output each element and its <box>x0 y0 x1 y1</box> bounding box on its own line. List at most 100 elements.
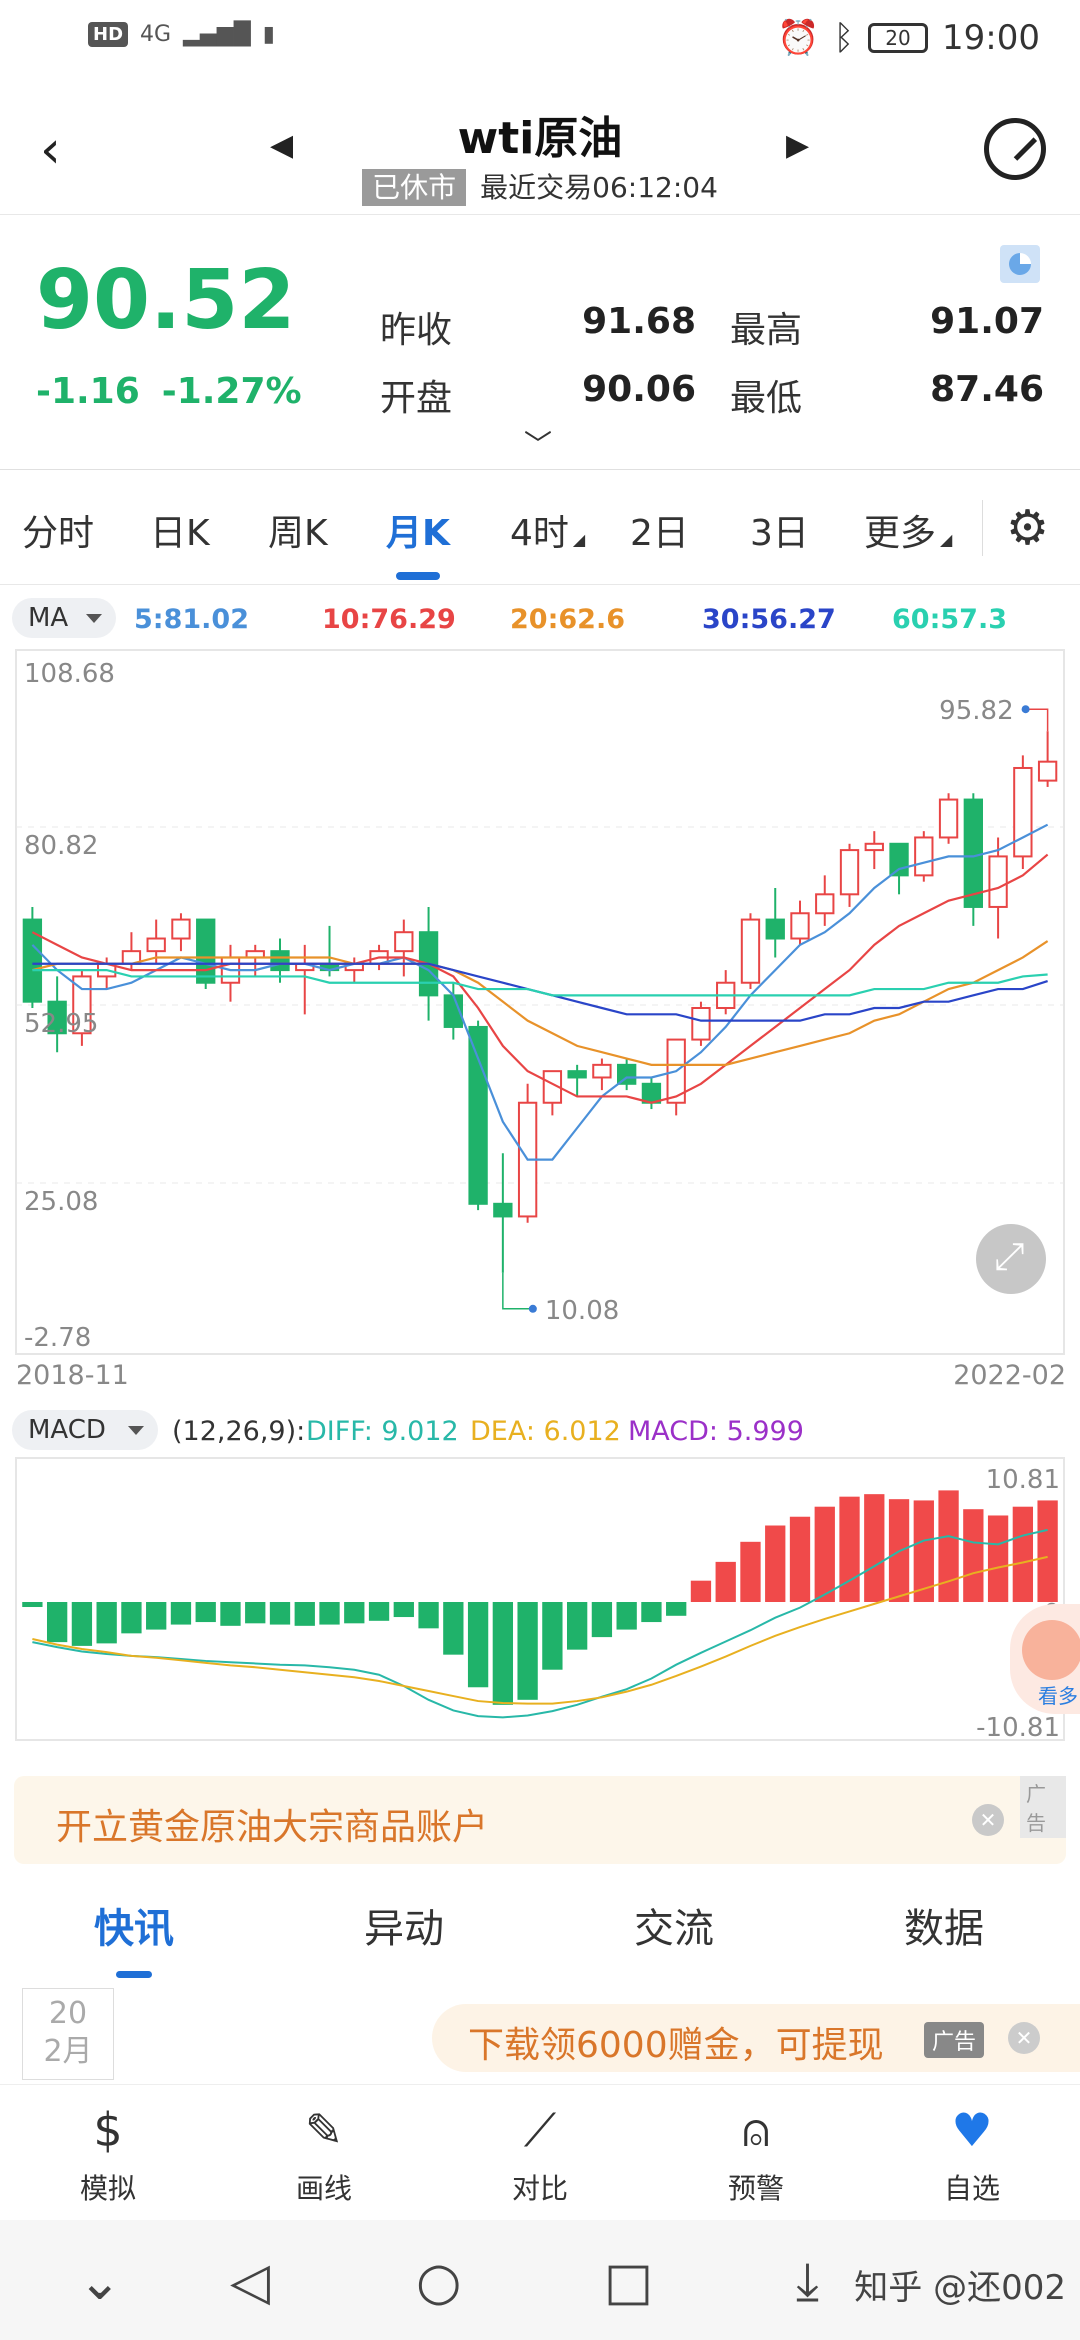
recents-square-icon[interactable]: □ <box>604 2252 654 2312</box>
tab-weekly-k[interactable]: 周K <box>268 513 328 554</box>
macd-legend: MACD (12,26,9): DIFF: 9.012 DEA: 6.012 M… <box>0 1408 1080 1456</box>
float-badge-text: 看多 <box>1038 1684 1078 1708</box>
market-status-badge: 已休市 <box>362 169 467 206</box>
chevron-down-icon[interactable]: ﹀ <box>524 428 553 461</box>
tab-more-label: 更多 <box>864 513 937 554</box>
fullscreen-icon[interactable] <box>976 1224 1046 1294</box>
bullish-float-badge[interactable]: 看多 <box>1010 1604 1080 1714</box>
alert-button[interactable]: ⍝ 预警 <box>686 2103 826 2207</box>
candle-body <box>988 855 1008 908</box>
prev-close-label: 昨收 <box>380 310 453 351</box>
pie-chart-icon[interactable] <box>1000 245 1040 283</box>
tab-4h[interactable]: 4时 ◢ <box>510 504 585 556</box>
diff-value: DIFF: 9.012 <box>306 1416 459 1447</box>
macd-histogram-bar <box>591 1602 613 1638</box>
macd-histogram-bar <box>864 1494 885 1602</box>
macd-histogram-bar <box>368 1602 390 1621</box>
macd-histogram-bar <box>195 1602 216 1623</box>
y-tick-label: -2.78 <box>24 1323 91 1353</box>
compare-button[interactable]: ⟋ 对比 <box>470 2103 610 2207</box>
watchlist-button[interactable]: ♥ 自选 <box>902 2103 1042 2207</box>
min-price-label: 10.08 <box>545 1296 619 1326</box>
promo-banner[interactable]: 下载领6000赠金，可提现 广告 ✕ <box>432 2004 1080 2072</box>
indicator-selector[interactable]: MACD <box>12 1410 158 1450</box>
simulate-button[interactable]: $ 模拟 <box>38 2103 178 2207</box>
prev-close-value: 91.68 <box>582 301 696 342</box>
back-button[interactable]: ‹ <box>40 120 61 180</box>
tab-discussion[interactable]: 交流 <box>634 1906 714 1952</box>
tab-data[interactable]: 数据 <box>904 1906 984 1952</box>
macd-histogram-bar <box>1037 1500 1058 1602</box>
chevron-down-icon[interactable]: ⌄ <box>78 2252 122 2312</box>
macd-histogram-bar <box>22 1602 43 1608</box>
ad-banner[interactable]: 开立黄金原油大宗商品账户 ✕ 广告 <box>14 1776 1066 1864</box>
tab-movement[interactable]: 异动 <box>364 1906 444 1952</box>
network-label: 4G <box>140 22 172 47</box>
candle-body <box>914 836 934 877</box>
next-symbol-icon[interactable]: ▶ <box>786 128 810 163</box>
quote-panel: 90.52 -1.16 -1.27% 昨收 91.68 最高 91.07 开盘 9… <box>0 215 1080 470</box>
tab-more[interactable]: 更多 ◢ <box>864 504 952 556</box>
macd-histogram-bar <box>319 1602 340 1625</box>
candle-body <box>1013 766 1033 858</box>
download-icon[interactable]: ⤓ <box>796 2252 819 2312</box>
ad-text: 开立黄金原油大宗商品账户 <box>56 1807 489 1848</box>
draw-line-button[interactable]: ✎ 画线 <box>254 2103 394 2207</box>
tab-flash-news[interactable]: 快讯 <box>94 1896 174 1978</box>
chart-frame <box>15 649 1065 1355</box>
simulate-icon: $ <box>93 2103 123 2157</box>
low-label: 最低 <box>730 378 803 419</box>
prev-symbol-icon[interactable]: ◀ <box>270 128 294 163</box>
min-marker <box>528 1304 537 1313</box>
macd-histogram-bar <box>146 1602 167 1630</box>
x-start-label: 2018-11 <box>16 1360 129 1391</box>
macd-histogram-bar <box>294 1602 315 1626</box>
page-title: wti原油 <box>457 113 623 164</box>
candle-body <box>493 1202 513 1218</box>
candle-body <box>394 931 414 953</box>
gear-icon[interactable]: ⚙ <box>1006 500 1050 556</box>
candle-body <box>790 912 810 940</box>
macd-histogram-bar <box>616 1602 637 1630</box>
macd-histogram-bar <box>839 1496 860 1602</box>
caret-icon: ◢ <box>940 530 953 549</box>
status-left: HD 4G ▂▄▆█ ▮ <box>88 22 275 47</box>
macd-histogram-bar <box>1012 1506 1034 1602</box>
y-tick-label: 25.08 <box>24 1187 98 1217</box>
ma10-value: 10:76.29 <box>322 604 456 635</box>
caret-icon: ◢ <box>572 530 586 549</box>
candle-body <box>864 842 884 852</box>
refresh-icon[interactable] <box>984 118 1046 180</box>
y-tick-label: 108.68 <box>24 659 115 689</box>
macd-value: MACD: 5.999 <box>628 1416 804 1447</box>
high-value: 91.07 <box>930 301 1044 342</box>
macd-histogram-bar <box>690 1580 712 1602</box>
ma-legend: MA 5:81.02 10:76.29 20:62.6 30:56.27 60:… <box>0 596 1080 644</box>
ad-tag: 广告 <box>1020 1776 1066 1838</box>
tab-intraday[interactable]: 分时 <box>22 513 95 554</box>
macd-histogram-bar <box>715 1561 736 1602</box>
close-icon[interactable]: ✕ <box>972 1804 1004 1836</box>
ma10-line <box>31 853 1049 1104</box>
macd-histogram-bar <box>492 1602 514 1705</box>
candle-body <box>22 918 43 1003</box>
candle-body <box>617 1063 637 1085</box>
close-icon[interactable]: ✕ <box>1008 2022 1040 2054</box>
macd-histogram-bar <box>765 1525 786 1602</box>
tab-2d[interactable]: 2日 <box>630 513 689 554</box>
macd-histogram-bar <box>170 1602 192 1625</box>
home-circle-icon[interactable]: ○ <box>416 2252 462 2312</box>
macd-params: (12,26,9): <box>172 1416 306 1447</box>
ma-selector[interactable]: MA <box>12 598 116 638</box>
tab-daily-k[interactable]: 日K <box>150 513 210 554</box>
macd-chart[interactable]: 10.81 0 -10.81 <box>0 1456 1080 1746</box>
min-leader-line <box>502 1272 533 1310</box>
tab-monthly-k[interactable]: 月K <box>386 504 450 580</box>
bottom-toolbar: $ 模拟 ✎ 画线 ⟋ 对比 ⍝ 预警 ♥ 自选 <box>0 2084 1080 2220</box>
candle-body <box>72 975 92 1035</box>
candlestick-chart[interactable]: 108.68 80.82 52.95 25.08 -2.78 2018-11 2… <box>0 648 1080 1408</box>
tool-label: 画线 <box>295 2172 352 2205</box>
back-triangle-icon[interactable]: ◁ <box>230 2252 270 2312</box>
tab-3d[interactable]: 3日 <box>750 513 809 554</box>
macd-histogram-bar <box>46 1602 68 1643</box>
